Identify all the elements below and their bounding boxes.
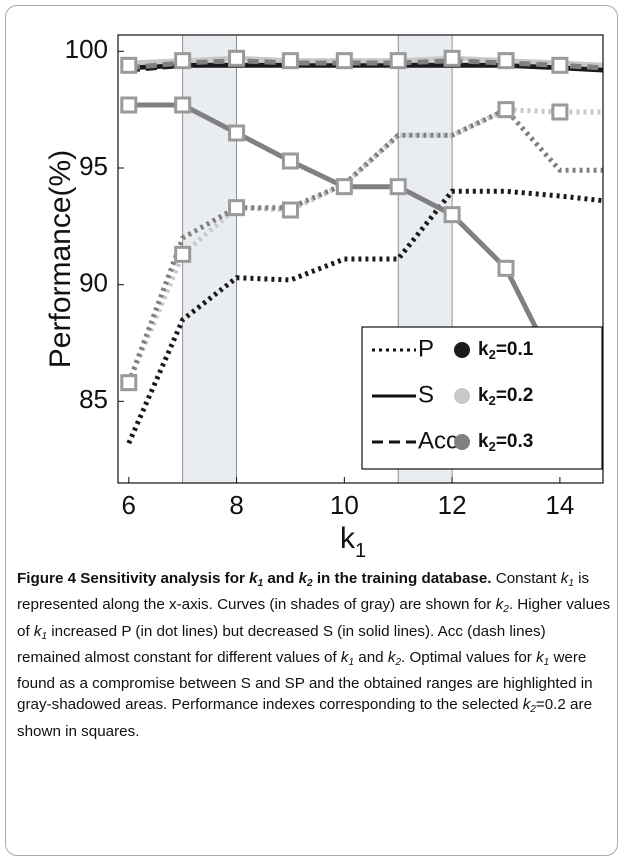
square-marker	[120, 96, 138, 114]
caption-text: k	[298, 570, 308, 587]
caption-text: were found as a compromise between S and…	[17, 648, 593, 714]
square-marker	[228, 124, 246, 142]
square-marker	[335, 178, 353, 196]
caption-text: k	[387, 648, 396, 666]
square-marker	[228, 199, 246, 217]
legend-label: S	[418, 381, 434, 408]
curves	[126, 55, 603, 445]
caption: Figure 4 Sensitivity analysis for k1 and…	[17, 568, 611, 742]
caption-text: . Optimal values for	[401, 648, 537, 666]
square-marker	[228, 49, 246, 67]
legend-value: =0.2	[496, 385, 534, 406]
curve	[128, 58, 603, 71]
legend-symbol: k	[478, 431, 489, 452]
caption-text: k	[522, 696, 531, 714]
caption-text: =0.2 are shown in squares.	[17, 696, 593, 740]
square-marker	[389, 178, 407, 196]
legend-sub: 2	[489, 347, 496, 362]
caption-text: is represented along the x-axis. Curves …	[17, 570, 590, 614]
legend-value: =0.1	[496, 339, 534, 360]
x-tick-label: 6	[122, 490, 136, 520]
caption-text: 1	[568, 578, 574, 589]
y-tick-label: 90	[79, 268, 108, 298]
caption-text: 1	[257, 578, 264, 589]
square-marker	[174, 245, 192, 263]
legend-group-label: k2=0.1	[478, 339, 534, 362]
caption-text: k	[560, 570, 569, 587]
caption-text: k	[340, 648, 349, 666]
x-axis-sub: 1	[355, 540, 366, 560]
square-marker	[497, 259, 515, 277]
square-marker	[120, 56, 138, 74]
caption-text: Constant	[491, 570, 561, 587]
legend-group-label: k2=0.2	[478, 385, 533, 408]
legend-symbol: k	[478, 385, 489, 406]
caption-text: 2	[530, 704, 536, 716]
caption-text: k	[249, 570, 258, 587]
square-marker	[120, 374, 138, 392]
caption-text: increased P (in dot lines) but decreased…	[17, 622, 546, 666]
caption-text: 1	[543, 656, 550, 668]
square-marker	[281, 152, 299, 170]
square-marker	[443, 206, 461, 224]
legend-sub: 2	[489, 439, 496, 454]
caption-text: 1	[348, 656, 355, 668]
square-marker	[174, 52, 192, 70]
y-tick-label: 85	[79, 384, 108, 414]
square-marker	[551, 103, 569, 121]
caption-text: k	[33, 622, 42, 640]
legend-dot	[454, 342, 470, 358]
legend-label: P	[418, 335, 434, 362]
square-marker	[497, 101, 515, 119]
x-tick-label: 10	[330, 490, 359, 520]
legend-value: =0.3	[496, 431, 534, 452]
y-axis-label: Performance(%)	[44, 150, 77, 368]
caption-text: and	[263, 570, 299, 587]
caption-text: and	[354, 648, 388, 666]
square-marker	[281, 52, 299, 70]
legend-dot	[454, 388, 470, 404]
caption-text: Figure 4 Sensitivity analysis for	[17, 570, 250, 587]
x-tick-label: 12	[438, 490, 467, 520]
x-tick-label: 14	[545, 490, 574, 520]
legend-label: Acc	[418, 427, 458, 454]
legend-sub: 2	[489, 393, 496, 408]
caption-text: 2	[503, 604, 509, 616]
axes-box	[117, 34, 604, 484]
caption-text: . Higher values of	[17, 596, 611, 640]
x-axis-symbol: k	[340, 522, 356, 555]
caption-text: k	[495, 596, 504, 614]
x-tick-label: 8	[229, 490, 243, 520]
square-marker	[174, 96, 192, 114]
legend-symbol: k	[478, 339, 489, 360]
curve	[126, 106, 603, 384]
y-tick-label: 95	[79, 151, 108, 181]
square-marker	[443, 49, 461, 67]
figure-frame	[5, 5, 618, 856]
curve	[126, 188, 603, 445]
caption-text: 2	[307, 578, 313, 589]
square-marker	[281, 201, 299, 219]
caption-text: k	[536, 648, 544, 666]
caption-text: 2	[395, 656, 401, 668]
legend-dot	[454, 434, 470, 450]
square-marker	[551, 56, 569, 74]
curve	[128, 102, 603, 406]
square-marker	[389, 52, 407, 70]
square-marker	[497, 52, 515, 70]
legend-group-label: k2=0.3	[478, 431, 533, 454]
caption-text: 1	[41, 630, 48, 642]
square-marker	[335, 52, 353, 70]
x-axis-label: k1	[340, 522, 366, 560]
caption-text: in the training database.	[312, 570, 492, 587]
y-tick-label: 100	[65, 34, 108, 64]
